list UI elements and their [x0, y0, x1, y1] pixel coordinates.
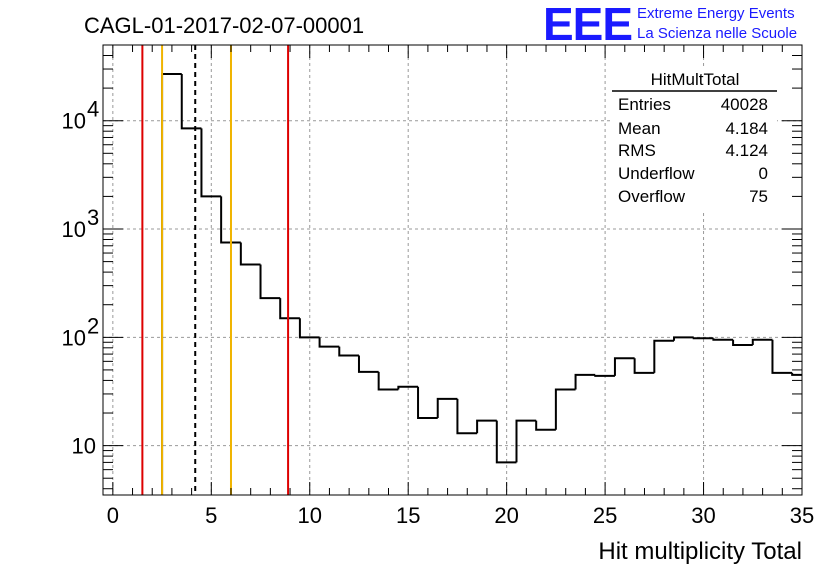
x-tick-label: 35 [790, 503, 814, 528]
histogram-bin [417, 386, 438, 419]
histogram-bars [161, 72, 802, 495]
x-tick-label: 30 [691, 503, 715, 528]
stats-label-entries: Entries [618, 95, 671, 114]
histogram-bin [456, 398, 478, 435]
histogram-bin [712, 338, 734, 341]
stats-box: HitMultTotal Entries 40028 Mean 4.184 RM… [612, 68, 777, 210]
histogram-bin [732, 339, 753, 346]
histogram-bin [259, 264, 281, 300]
y-tick-exponent: 2 [87, 313, 99, 338]
histogram-bin [771, 339, 793, 374]
eee-logo: EEE Extreme Energy Events La Scienza nel… [543, 0, 797, 50]
histogram-bin [673, 336, 694, 341]
histogram-bin [594, 374, 615, 377]
histogram-bin [495, 420, 517, 464]
y-tick-label: 10 [62, 217, 86, 242]
histogram-bin [751, 338, 773, 345]
histogram-bin [574, 373, 596, 390]
histogram-bin [535, 420, 556, 431]
stats-value-mean: 4.184 [725, 119, 768, 138]
stats-value-entries: 40028 [721, 95, 768, 114]
x-tick-label: 15 [396, 503, 420, 528]
histogram-bin [633, 358, 655, 374]
histogram-bin [200, 128, 222, 198]
x-tick-label: 0 [107, 503, 119, 528]
stats-label-rms: RMS [618, 141, 656, 160]
histogram-bin [377, 371, 399, 391]
histogram-bin [653, 339, 675, 373]
y-tick-exponent: 4 [87, 97, 99, 122]
stats-value-underflow: 0 [759, 164, 768, 183]
marker-lines [141, 45, 290, 495]
histogram-bin [436, 397, 458, 418]
histogram-bin [338, 346, 359, 357]
histogram-bin [357, 355, 379, 373]
y-tick-label: 10 [62, 325, 86, 350]
x-tick-label: 20 [494, 503, 518, 528]
eee-logo-line2: La Scienza nelle Scuole [637, 25, 797, 42]
histogram-bin [220, 196, 241, 244]
stats-value-rms: 4.124 [725, 141, 768, 160]
y-tick-exponent: 3 [87, 205, 99, 230]
eee-logo-line1: Extreme Energy Events [637, 5, 795, 22]
histogram-bin [318, 337, 340, 348]
y-tick-label: 10 [62, 109, 86, 134]
stats-box-title: HitMultTotal [651, 70, 740, 89]
histogram-bin [298, 318, 320, 339]
histogram-bin [476, 419, 497, 434]
histogram-bin [692, 337, 714, 340]
plot-frame [102, 44, 803, 496]
eee-logo-mark: EEE [543, 0, 632, 50]
histogram-bin [279, 298, 300, 320]
y-tick-label: 10 [72, 434, 96, 459]
x-tick-label: 5 [205, 503, 217, 528]
x-tick-label: 25 [593, 503, 617, 528]
histogram-bin [791, 372, 802, 376]
stats-value-overflow: 75 [749, 187, 768, 206]
histogram-bin [613, 357, 635, 376]
histogram-bin [515, 419, 537, 463]
x-axis-label: Hit multiplicity Total [598, 538, 802, 565]
stats-label-underflow: Underflow [618, 164, 695, 183]
stats-label-overflow: Overflow [618, 187, 686, 206]
x-tick-label: 10 [298, 503, 322, 528]
histogram-bin [554, 388, 576, 430]
histogram-bin [239, 242, 261, 266]
chart-title: CAGL-01-2017-02-07-00001 [84, 13, 364, 38]
histogram-bin [397, 385, 419, 390]
stats-label-mean: Mean [618, 119, 661, 138]
